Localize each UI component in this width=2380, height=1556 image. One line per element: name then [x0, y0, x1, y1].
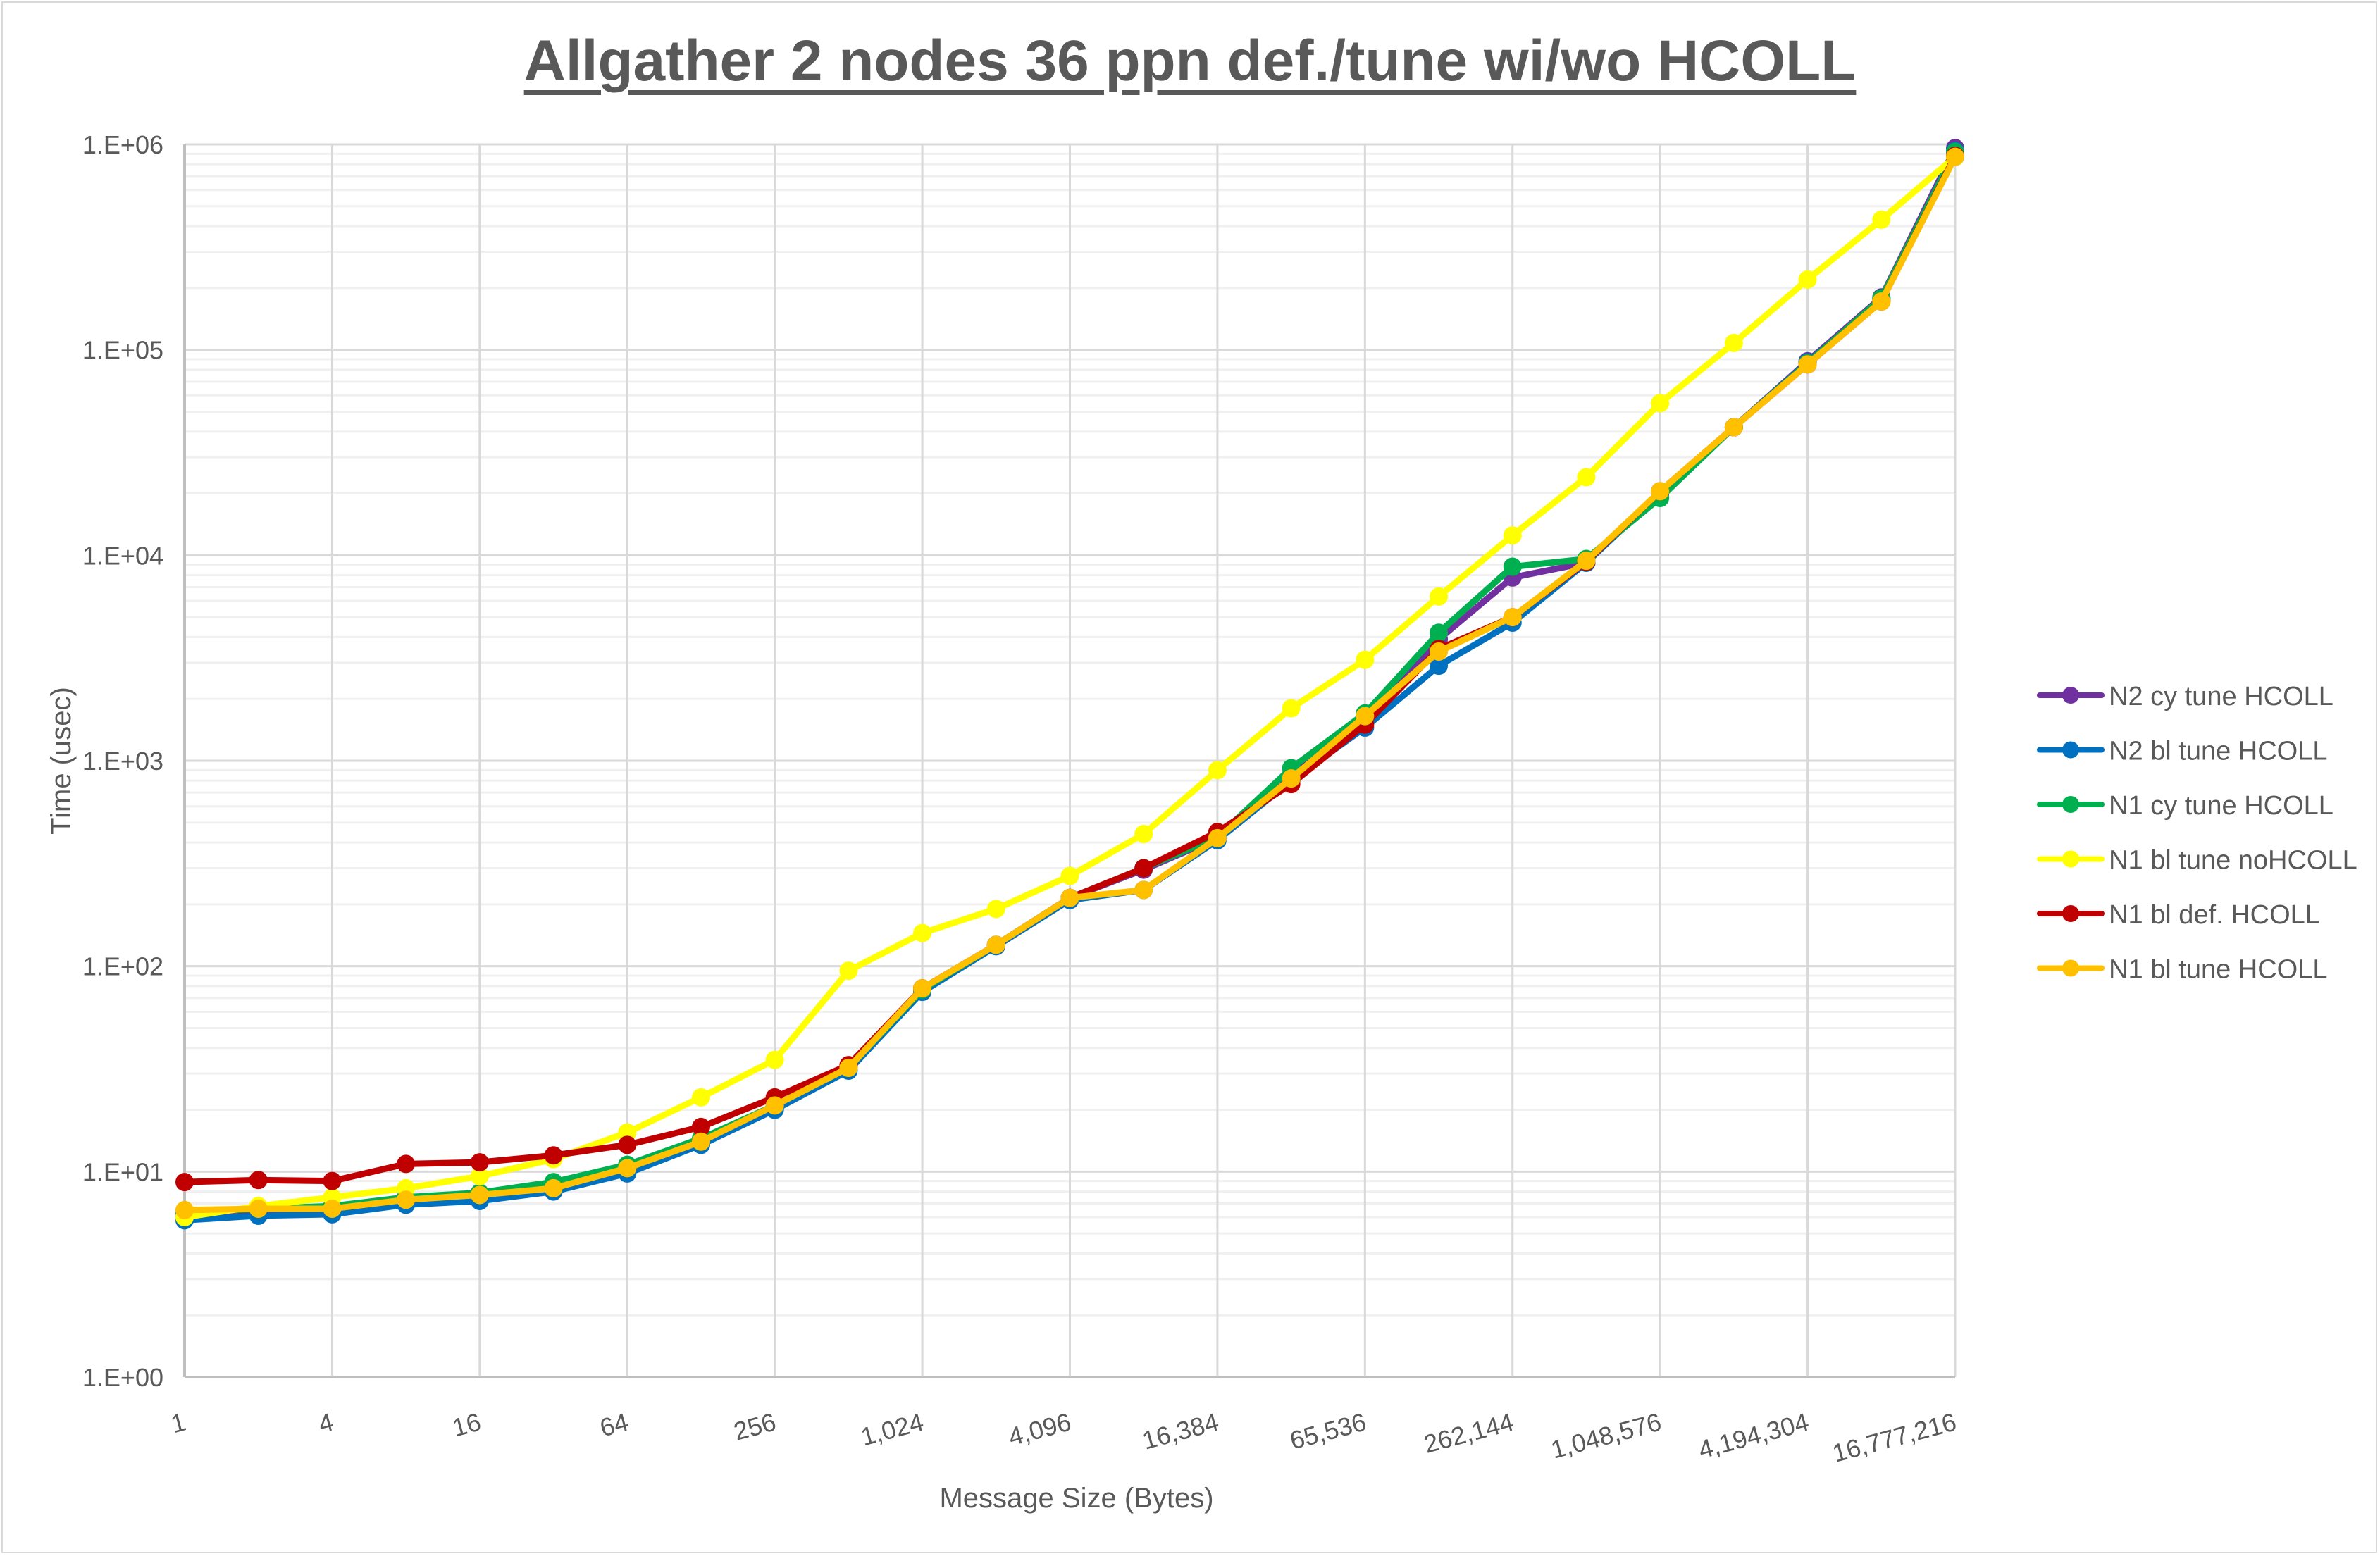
data-point [1724, 333, 1743, 352]
data-point [249, 1171, 268, 1190]
data-point [986, 900, 1005, 919]
data-point [618, 1135, 637, 1154]
legend-label: N1 bl def. HCOLL [2109, 900, 2320, 930]
x-tick-label: 4,194,304 [1695, 1407, 1811, 1464]
data-point [397, 1190, 416, 1209]
legend-label: N2 cy tune HCOLL [2109, 682, 2333, 711]
y-tick-label: 1.E+02 [82, 952, 163, 981]
data-point [1577, 468, 1596, 487]
data-point [1946, 147, 1964, 166]
x-tick-label: 16 [449, 1407, 483, 1443]
data-point [1208, 828, 1227, 847]
data-point [1651, 394, 1670, 413]
x-tick-label: 1,024 [857, 1407, 926, 1452]
x-tick-label: 1,048,576 [1548, 1407, 1664, 1464]
data-point [249, 1199, 268, 1218]
data-point [913, 923, 932, 942]
legend-label: N1 cy tune HCOLL [2109, 791, 2333, 821]
x-tick-label: 4 [315, 1407, 336, 1439]
data-point [765, 1096, 784, 1115]
data-point [839, 961, 858, 981]
x-tick-label: 16,777,216 [1829, 1407, 1959, 1468]
data-point [1134, 880, 1153, 900]
series-n1-bl-tune-hcoll [175, 147, 1964, 1219]
data-point [1060, 888, 1079, 907]
legend-label: N1 bl tune HCOLL [2109, 955, 2328, 985]
x-tick-label: 4,096 [1005, 1407, 1074, 1452]
data-point [1430, 656, 1449, 676]
data-point [544, 1178, 563, 1197]
data-point [1430, 587, 1449, 606]
data-point [1282, 769, 1301, 788]
y-axis-title: Time (usec) [46, 687, 77, 835]
data-point [1503, 526, 1522, 545]
legend-label: N1 bl tune noHCOLL [2109, 846, 2357, 876]
data-point [1208, 761, 1227, 780]
y-tick-label: 1.E+01 [82, 1157, 163, 1186]
legend-item: N2 cy tune HCOLL [2037, 682, 2333, 711]
y-tick-label: 1.E+05 [82, 336, 163, 365]
legend-item: N1 bl tune HCOLL [2037, 955, 2328, 985]
data-point [1134, 859, 1153, 878]
data-point [1798, 355, 1817, 374]
data-point [175, 1173, 194, 1192]
legend-item: N1 bl tune noHCOLL [2037, 846, 2357, 876]
x-axis-tick-labels: 1 4 16 64 256 1,024 4,096 16,384 65,536 262,144 1,… [168, 1407, 1959, 1468]
data-point [175, 1200, 194, 1219]
data-point [618, 1159, 637, 1178]
data-point [691, 1117, 710, 1136]
data-point [1134, 824, 1153, 843]
data-point [323, 1171, 342, 1190]
x-tick-label: 16,384 [1139, 1407, 1222, 1455]
x-tick-label: 256 [731, 1407, 779, 1446]
y-tick-label: 1.E+03 [82, 747, 163, 776]
data-point [691, 1132, 710, 1151]
legend-item: N1 bl def. HCOLL [2037, 900, 2320, 930]
data-point [1430, 642, 1449, 661]
data-point [913, 979, 932, 998]
data-point [1060, 866, 1079, 885]
x-tick-label: 65,536 [1287, 1407, 1369, 1455]
axes [183, 144, 1955, 1378]
data-point [986, 935, 1005, 954]
x-tick-label: 64 [597, 1407, 631, 1443]
y-tick-label: 1.E+04 [82, 541, 163, 570]
x-axis-title: Message Size (Bytes) [939, 1483, 1213, 1514]
data-point [1872, 292, 1891, 311]
x-tick-label: 1 [168, 1407, 189, 1439]
data-point [1282, 699, 1301, 718]
data-point [1724, 418, 1743, 437]
y-tick-label: 1.E+06 [82, 130, 163, 159]
data-point [470, 1185, 489, 1205]
data-point [470, 1166, 489, 1185]
legend-item: N1 cy tune HCOLL [2037, 791, 2333, 821]
data-point [1356, 650, 1375, 669]
data-point [1430, 623, 1449, 642]
chart-title: Allgather 2 nodes 36 ppn def./tune wi/wo… [523, 29, 1857, 93]
x-tick-label: 262,144 [1420, 1407, 1516, 1459]
series-lines [175, 139, 1964, 1230]
data-point [1577, 552, 1596, 571]
y-axis-tick-labels: 1.E+00 1.E+01 1.E+02 1.E+03 1.E+04 1.E+05 1.E+… [82, 130, 163, 1392]
data-point [839, 1058, 858, 1077]
data-point [1503, 608, 1522, 627]
data-point [323, 1199, 342, 1218]
data-point [765, 1050, 784, 1069]
data-point [1651, 482, 1670, 501]
data-point [691, 1088, 710, 1107]
data-point [1798, 270, 1817, 289]
legend-label: N2 bl tune HCOLL [2109, 737, 2328, 766]
legend-item: N2 bl tune HCOLL [2037, 737, 2328, 766]
data-point [470, 1153, 489, 1172]
data-point [544, 1146, 563, 1165]
data-point [1503, 557, 1522, 576]
data-point [1356, 707, 1375, 726]
y-tick-label: 1.E+00 [82, 1363, 163, 1392]
data-point [1872, 210, 1891, 229]
legend: N2 cy tune HCOLL N2 bl tune HCOLL N1 cy tu… [2037, 682, 2357, 985]
data-point [397, 1154, 416, 1174]
